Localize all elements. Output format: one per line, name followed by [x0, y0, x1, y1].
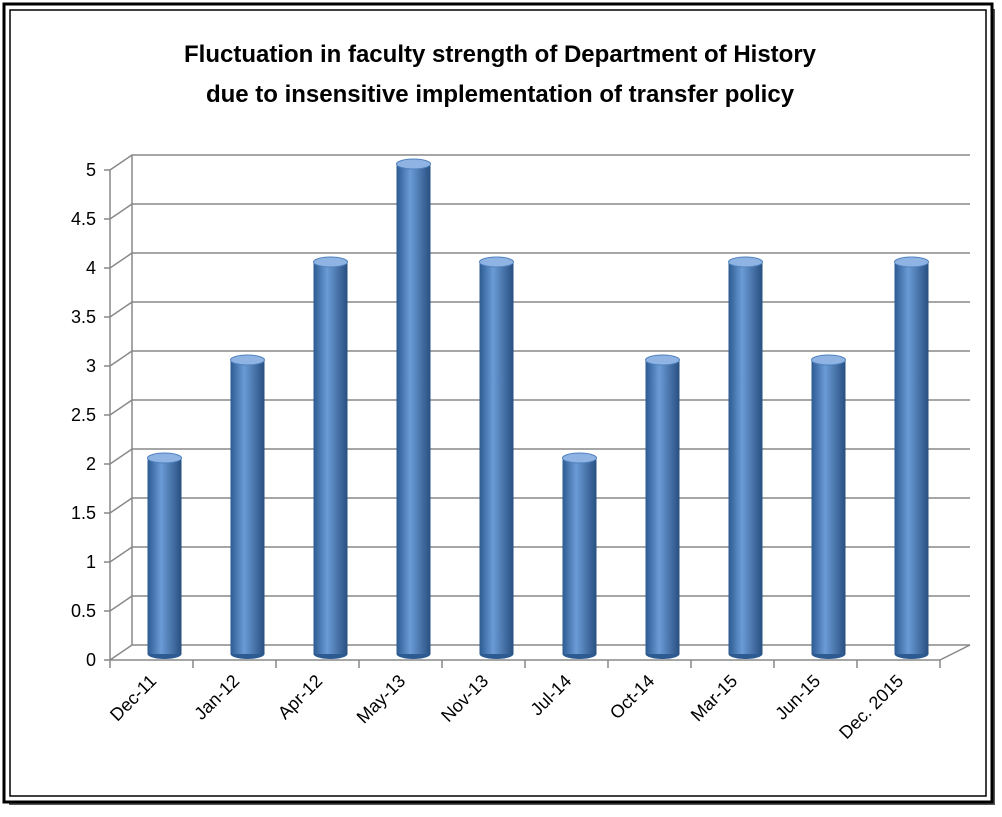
- bar-top: [147, 452, 182, 464]
- bar-top: [313, 256, 348, 268]
- y-tick-label: 4.5: [71, 209, 96, 229]
- grid-line: [109, 203, 970, 220]
- bar: [728, 256, 763, 659]
- grid-line: [109, 301, 970, 318]
- bar: [562, 452, 597, 659]
- bar-body: [396, 164, 431, 654]
- y-tick-label: 3.5: [71, 307, 96, 327]
- grid-line: [109, 595, 970, 612]
- bar-body: [728, 262, 763, 654]
- grid-line: [109, 448, 970, 465]
- bar-body: [313, 262, 348, 654]
- grid-line: [109, 399, 970, 416]
- floor-edge: [939, 644, 971, 661]
- bar-top: [645, 354, 680, 366]
- grid-line: [109, 497, 970, 514]
- bar-top: [894, 256, 929, 268]
- bar-top: [479, 256, 514, 268]
- bar-body: [147, 458, 182, 654]
- bar-top: [230, 354, 265, 366]
- bar: [811, 354, 846, 659]
- bar-body: [645, 360, 680, 654]
- bar: [230, 354, 265, 659]
- grid-line: [109, 350, 970, 367]
- bar-body: [562, 458, 597, 654]
- grid-line: [109, 644, 970, 661]
- grid-line: [109, 154, 970, 171]
- y-tick-label: 0: [86, 650, 96, 670]
- y-tick-label: 1.5: [71, 503, 96, 523]
- bar-top: [728, 256, 763, 268]
- bar: [894, 256, 929, 659]
- grid-line: [109, 546, 970, 563]
- bar-body: [894, 262, 929, 654]
- bar: [396, 158, 431, 659]
- y-tick-label: 3: [86, 356, 96, 376]
- bar-top: [562, 452, 597, 464]
- y-tick-label: 2.5: [71, 405, 96, 425]
- bar: [645, 354, 680, 659]
- frame-inner: [9, 9, 987, 797]
- bar-body: [479, 262, 514, 654]
- bar: [479, 256, 514, 659]
- y-tick-label: 5: [86, 160, 96, 180]
- bar-body: [230, 360, 265, 654]
- y-tick-label: 4: [86, 258, 96, 278]
- chart-title: Fluctuation in faculty strength of Depar…: [184, 41, 817, 68]
- y-tick-label: 0.5: [71, 601, 96, 621]
- bar-body: [811, 360, 846, 654]
- bar: [313, 256, 348, 659]
- bar-top: [811, 354, 846, 366]
- bar-top: [396, 158, 431, 170]
- chart-title: due to insensitive implementation of tra…: [206, 81, 795, 108]
- grid-line: [109, 252, 970, 269]
- bar: [147, 452, 182, 659]
- y-tick-label: 2: [86, 454, 96, 474]
- y-tick-label: 1: [86, 552, 96, 572]
